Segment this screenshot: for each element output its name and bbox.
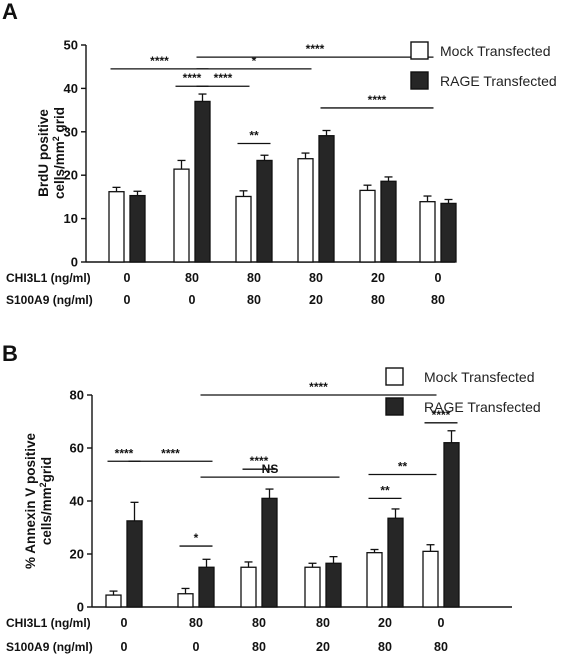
bar-rage-transfected [261, 497, 278, 608]
y-tick-label: 30 [64, 124, 78, 139]
s100a9-value: 0 [124, 293, 131, 307]
significance-label: **** [250, 454, 269, 468]
s100a9-value: 80 [431, 293, 445, 307]
bar-mock-transfected [105, 594, 122, 608]
legend-swatch-mock [410, 41, 429, 60]
chi3l1-value: 80 [189, 616, 203, 630]
bar-mock-transfected [177, 593, 194, 608]
chi3l1-value: 0 [435, 271, 442, 285]
panel-a-ylabel-line2: cells/mm2 grid [51, 107, 67, 199]
significance-label: **** [115, 446, 134, 460]
panel-b-chi3l1-row-label: CHI3L1 (ng/ml) [6, 616, 91, 630]
y-tick-label: 10 [64, 211, 78, 226]
legend-label-mock: Mock Transfected [440, 43, 551, 59]
y-tick-label: 40 [64, 81, 78, 96]
legend-label-rage: RAGE Transfected [440, 73, 557, 89]
panel-a-s100a9-row-label: S100A9 (ng/ml) [6, 293, 93, 307]
panel-b-letter: B [2, 341, 18, 366]
y-tick-label: 80 [70, 388, 84, 403]
panel-a-legend: Mock Transfected RAGE Transfected [410, 41, 557, 90]
y-tick-label: 0 [71, 255, 78, 270]
bar-mock-transfected [366, 552, 383, 608]
legend-swatch-mock [385, 367, 404, 386]
significance-label: * [252, 54, 257, 68]
legend-swatch-rage [410, 71, 429, 90]
s100a9-value: 0 [189, 293, 196, 307]
bar-rage-transfected [380, 180, 397, 263]
bar-rage-transfected [325, 562, 342, 608]
panel-a-letter: A [2, 0, 18, 24]
legend-label-mock: Mock Transfected [424, 369, 535, 385]
significance-label: **** [309, 380, 328, 394]
bar-mock-transfected [419, 201, 436, 263]
significance-label: **** [183, 71, 202, 85]
y-tick-label: 20 [70, 547, 84, 562]
bar-rage-transfected [126, 520, 143, 608]
y-tick-label: 60 [70, 441, 84, 456]
significance-label: **** [368, 93, 387, 107]
significance-label: ** [249, 129, 259, 143]
panel-b-ylabel-line1: % Annexin V positive [23, 432, 38, 569]
bar-mock-transfected [297, 158, 314, 263]
bar-rage-transfected [387, 517, 404, 608]
panel-a-chi3l1-row-label: CHI3L1 (ng/ml) [6, 271, 91, 285]
bar-mock-transfected [240, 566, 257, 608]
y-tick-label: 50 [64, 38, 78, 53]
significance-label: **** [150, 54, 169, 68]
chi3l1-value: 20 [371, 271, 385, 285]
significance-label: * [194, 531, 199, 545]
panel-b: B % Annexin V positive cells/mm2grid 0 20… [2, 341, 541, 654]
chi3l1-value: 0 [124, 271, 131, 285]
bar-rage-transfected [198, 566, 215, 608]
significance-label: **** [161, 446, 180, 460]
panel-a: A BrdU positive cells/mm2 grid 0 10 20 30 40… [2, 0, 557, 307]
bar-rage-transfected [440, 202, 457, 263]
significance-label: ** [398, 460, 408, 474]
s100a9-value: 80 [378, 640, 392, 654]
chi3l1-value: 80 [185, 271, 199, 285]
bar-mock-transfected [235, 195, 252, 263]
bar-rage-transfected [256, 159, 273, 263]
bar-rage-transfected [443, 442, 460, 608]
bar-mock-transfected [359, 189, 376, 263]
y-tick-label: 20 [64, 168, 78, 183]
bar-rage-transfected [194, 100, 211, 263]
significance-label: **** [432, 408, 451, 422]
significance-label: **** [306, 42, 325, 56]
legend-label-rage: RAGE Transfected [424, 399, 541, 415]
chi3l1-value: 80 [247, 271, 261, 285]
y-tick-label: 0 [77, 600, 84, 615]
chi3l1-value: 80 [316, 616, 330, 630]
bar-mock-transfected [108, 191, 125, 263]
s100a9-value: 80 [371, 293, 385, 307]
chi3l1-value: 80 [252, 616, 266, 630]
panel-b-ylabel-line2: cells/mm2grid [38, 457, 54, 545]
s100a9-value: 0 [121, 640, 128, 654]
legend-swatch-rage [385, 397, 404, 416]
bar-mock-transfected [304, 566, 321, 608]
significance-label: **** [214, 71, 233, 85]
chi3l1-value: 80 [309, 271, 323, 285]
s100a9-value: 80 [434, 640, 448, 654]
panel-b-s100a9-row-label: S100A9 (ng/ml) [6, 640, 93, 654]
s100a9-value: 80 [247, 293, 261, 307]
y-tick-label: 40 [70, 494, 84, 509]
s100a9-value: 20 [309, 293, 323, 307]
significance-label: ** [380, 483, 390, 497]
panel-b-legend: Mock Transfected RAGE Transfected [385, 367, 541, 416]
chi3l1-value: 0 [121, 616, 128, 630]
bar-mock-transfected [422, 550, 439, 608]
bar-rage-transfected [318, 135, 335, 263]
s100a9-value: 80 [252, 640, 266, 654]
s100a9-value: 20 [316, 640, 330, 654]
chi3l1-value: 0 [438, 616, 445, 630]
panel-a-ylabel-line1: BrdU positive [36, 109, 51, 197]
bar-mock-transfected [173, 168, 190, 263]
s100a9-value: 0 [193, 640, 200, 654]
bar-rage-transfected [129, 194, 146, 263]
chi3l1-value: 20 [378, 616, 392, 630]
